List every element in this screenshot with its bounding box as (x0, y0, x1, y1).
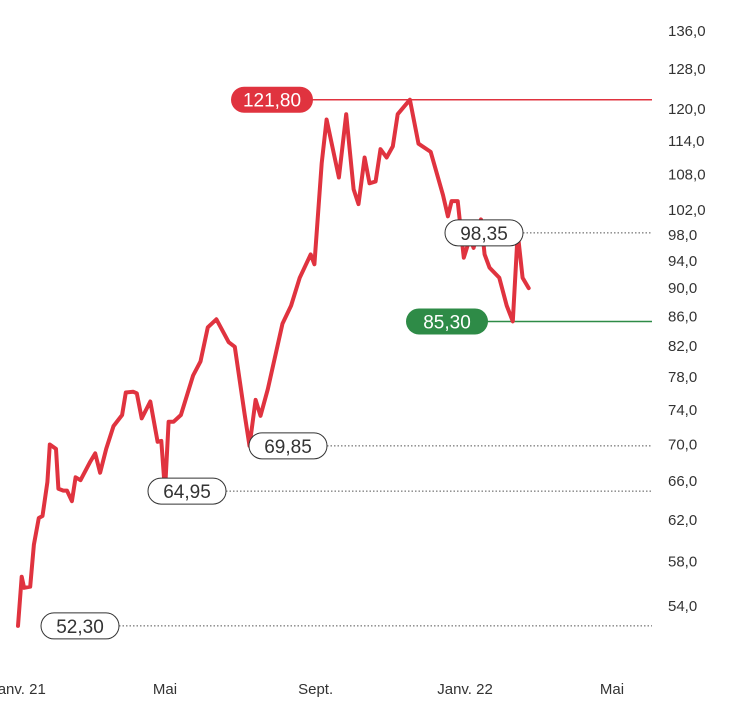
value-pill (444, 219, 524, 247)
y-axis-ticks: 54,0 58,0 62,0 66,0 70,0 74,0 78,0 82,0 86,0 90,0… (668, 23, 706, 615)
pill-label: 64,95 (163, 482, 211, 503)
y-tick-label: 114,0 (668, 133, 704, 150)
y-tick-label: 102,0 (668, 202, 706, 219)
y-tick-label: 120,0 (668, 101, 706, 118)
value-pill (248, 432, 328, 460)
value-labels: 121,80 98,35 85,30 69,85 64,95 52,30 (40, 86, 524, 640)
x-tick-label: Sept. (298, 681, 333, 698)
y-tick-label: 108,0 (668, 167, 706, 184)
y-tick-label: 70,0 (668, 436, 697, 453)
pill-label: 98,35 (460, 224, 508, 245)
price-line (16, 97, 531, 628)
y-tick-label: 66,0 (668, 473, 697, 490)
x-tick-label: Mai (153, 681, 177, 698)
x-tick-label: Janv. 21 (0, 681, 46, 698)
y-tick-label: 98,0 (668, 227, 697, 244)
y-tick-label: 54,0 (668, 598, 697, 615)
value-pill (40, 612, 120, 640)
value-pill (147, 477, 227, 505)
y-tick-label: 94,0 (668, 253, 697, 270)
y-tick-label: 90,0 (668, 280, 697, 297)
x-tick-label: Mai (600, 681, 624, 698)
pill-label: 121,80 (243, 91, 301, 112)
reference-lines (119, 98, 652, 627)
high-value-pill (231, 86, 313, 113)
pill-label: 69,85 (264, 437, 312, 458)
y-tick-label: 62,0 (668, 512, 697, 529)
y-tick-label: 74,0 (668, 402, 697, 419)
y-tick-label: 86,0 (668, 308, 697, 325)
y-tick-label: 136,0 (668, 23, 706, 40)
y-tick-label: 128,0 (668, 61, 706, 78)
y-tick-label: 78,0 (668, 369, 697, 386)
pill-label: 52,30 (56, 617, 104, 638)
low-value-pill (406, 308, 488, 335)
x-tick-label: Janv. 22 (437, 681, 493, 698)
y-tick-label: 58,0 (668, 554, 697, 571)
y-tick-label: 82,0 (668, 338, 697, 355)
price-series (16, 97, 531, 628)
pill-label: 85,30 (423, 312, 471, 333)
